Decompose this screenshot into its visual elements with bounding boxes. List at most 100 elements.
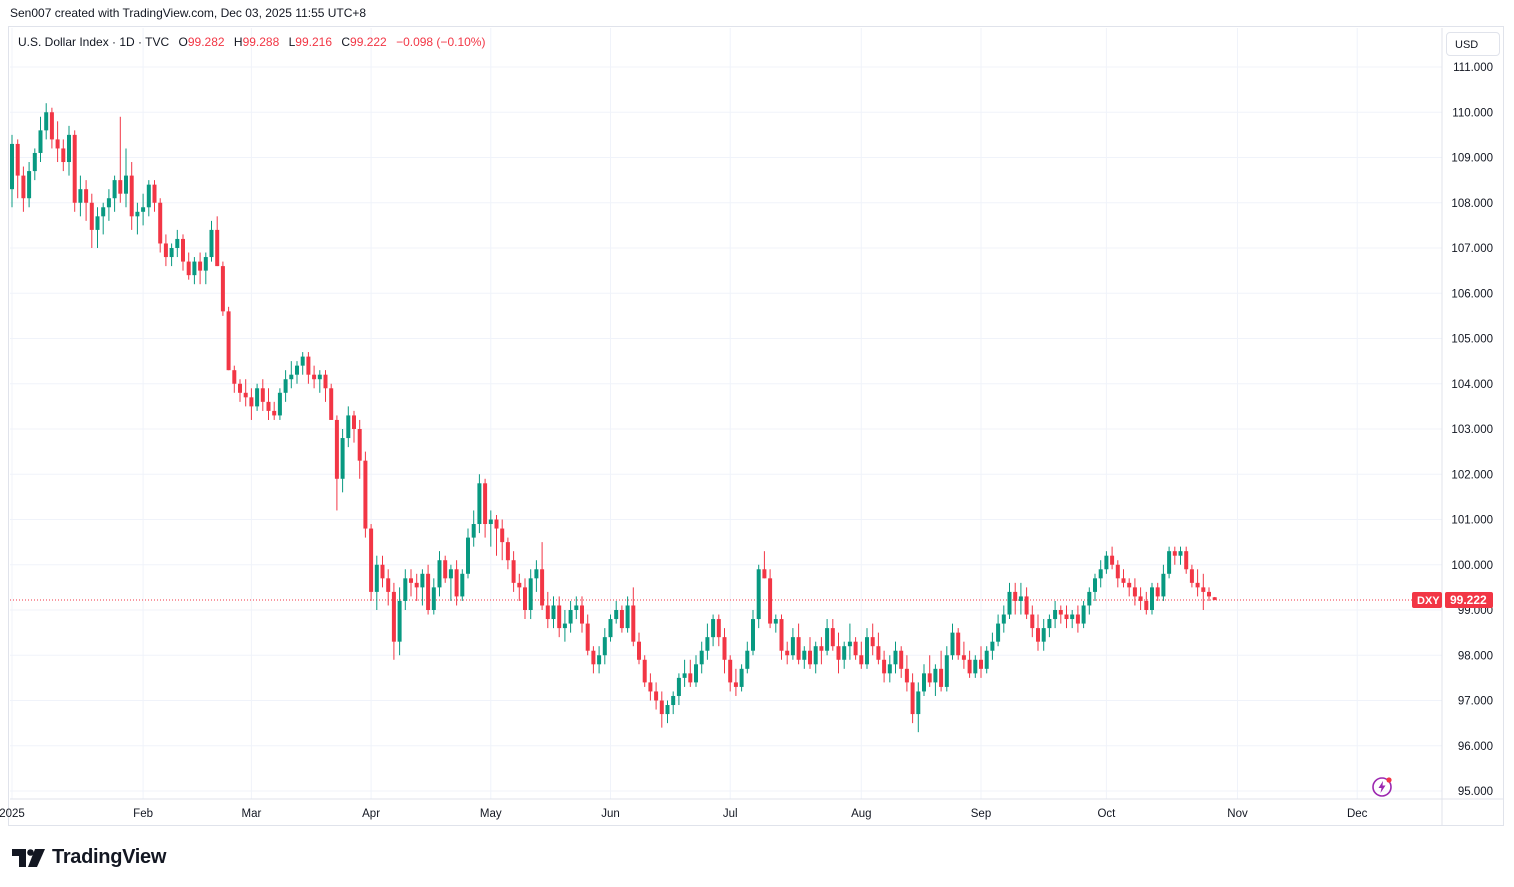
- candle: [580, 596, 584, 633]
- candle: [374, 555, 379, 610]
- candle: [403, 569, 408, 610]
- candle-body: [38, 130, 43, 153]
- tradingview-logo-text: TradingView: [52, 846, 167, 868]
- tradingview-logo[interactable]: TradingView: [12, 846, 166, 869]
- candle-body: [659, 700, 664, 715]
- candle-body: [1104, 555, 1109, 570]
- price-badge-value-bg: [1445, 591, 1493, 608]
- candle: [483, 478, 488, 538]
- candle-body: [95, 216, 100, 230]
- candle: [585, 614, 590, 656]
- candle: [796, 623, 801, 665]
- candle: [1030, 605, 1035, 638]
- candle-body: [198, 261, 203, 271]
- chart-caption: Sen007 created with TradingView.com, Dec…: [10, 6, 367, 20]
- candle: [357, 419, 362, 479]
- candle-body: [49, 112, 54, 140]
- price-axis-label: 96.000: [1458, 741, 1493, 753]
- candle: [135, 202, 140, 235]
- candle-body: [568, 610, 573, 624]
- candle-body: [443, 560, 448, 579]
- candle-body: [437, 560, 442, 588]
- candle: [146, 180, 151, 217]
- candle-body: [483, 483, 488, 525]
- candle: [808, 637, 812, 669]
- candle: [768, 569, 773, 629]
- candle-body: [517, 582, 522, 588]
- candle: [545, 591, 550, 629]
- candle: [1150, 582, 1154, 615]
- candle: [186, 252, 191, 280]
- candle: [870, 623, 875, 656]
- candle-body: [751, 619, 755, 651]
- candle: [454, 560, 459, 606]
- candle: [836, 632, 841, 674]
- candle: [847, 623, 852, 660]
- candle-body: [488, 519, 493, 525]
- candle: [1036, 614, 1040, 651]
- candle-body: [939, 668, 944, 687]
- candle: [591, 646, 596, 674]
- candle-body: [990, 641, 995, 651]
- price-axis-label: 108.000: [1451, 198, 1493, 210]
- candle-body: [141, 207, 146, 212]
- candle: [266, 388, 271, 420]
- candle-body: [716, 619, 721, 638]
- candle-body: [1212, 597, 1217, 600]
- candle: [112, 175, 117, 212]
- candle-body: [910, 682, 915, 715]
- candle: [67, 125, 71, 176]
- candle-body: [67, 134, 71, 163]
- candle-body: [329, 388, 334, 420]
- candle: [1138, 587, 1143, 610]
- candle: [973, 655, 978, 678]
- candle: [277, 388, 282, 420]
- time-axis-label: Mar: [241, 808, 261, 820]
- candle-body: [1132, 587, 1137, 597]
- candle-body: [1189, 569, 1194, 583]
- candle-body: [870, 637, 875, 647]
- candle: [363, 451, 368, 538]
- time-axis-label: Apr: [362, 808, 380, 820]
- candle: [825, 619, 830, 656]
- candle-body: [790, 637, 795, 656]
- candle: [716, 614, 721, 647]
- candle: [158, 198, 163, 253]
- candle-body: [21, 175, 26, 199]
- price-axis-border: [10, 28, 1503, 826]
- time-axis-label: May: [480, 808, 502, 820]
- candle: [1075, 605, 1080, 633]
- candles: [10, 103, 1217, 733]
- price-axis-label: 106.000: [1451, 288, 1493, 300]
- candle: [1110, 546, 1115, 570]
- candle: [637, 632, 641, 665]
- candle: [163, 234, 168, 267]
- candle-body: [352, 415, 356, 429]
- time-axis-label: Dec: [1347, 808, 1368, 820]
- currency-button[interactable]: USD: [1446, 32, 1500, 56]
- candle-body: [950, 632, 955, 656]
- candle: [1064, 605, 1069, 629]
- candle-body: [540, 569, 545, 606]
- candle: [460, 569, 465, 601]
- candle-body: [836, 646, 841, 660]
- candle-body: [1155, 587, 1160, 597]
- candle-body: [762, 569, 767, 579]
- candle-body: [728, 659, 733, 683]
- candle-body: [135, 211, 140, 217]
- candle: [705, 623, 710, 660]
- candle: [488, 510, 493, 547]
- candle: [169, 243, 174, 267]
- time-axis-label: Aug: [851, 808, 871, 820]
- lightning-icon[interactable]: [1371, 776, 1393, 798]
- candle: [500, 519, 505, 561]
- candle: [984, 646, 989, 674]
- price-axis-label: 99.000: [1458, 605, 1493, 617]
- candle-body: [996, 623, 1001, 642]
- candle-body: [984, 650, 989, 669]
- candle-body: [403, 578, 408, 601]
- candle-body: [699, 650, 704, 665]
- legend-symbol[interactable]: U.S. Dollar Index · 1D · TVC: [18, 35, 170, 49]
- candle: [1212, 596, 1217, 601]
